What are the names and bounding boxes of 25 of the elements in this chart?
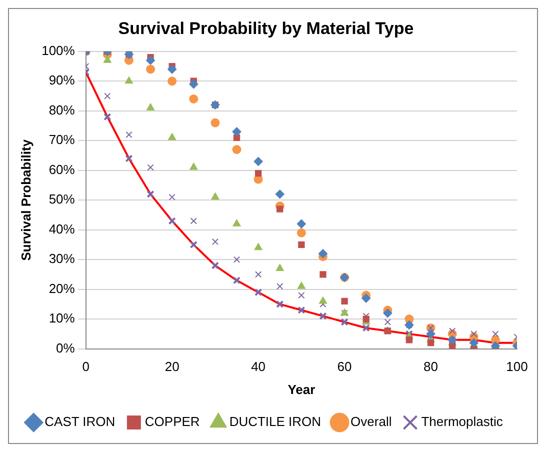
- legend-label: CAST IRON: [44, 414, 116, 430]
- y-tick-label: 0%: [56, 340, 76, 356]
- legend-label: COPPER: [144, 414, 200, 430]
- legend-label: DUCTILE IRON: [229, 414, 322, 430]
- x-tick-label: 20: [164, 359, 180, 374]
- y-tick-label: 30%: [48, 251, 76, 266]
- x-tick-label: 60: [337, 359, 352, 374]
- y-tick-label: 90%: [48, 72, 76, 88]
- x-tick-label: 100: [506, 359, 528, 374]
- x-tick-label: 0: [82, 359, 90, 374]
- y-tick-label: 50%: [48, 192, 76, 207]
- y-tick-label: 100%: [42, 42, 76, 58]
- y-tick-label: 10%: [48, 310, 76, 326]
- y-tick-label: 60%: [48, 162, 76, 177]
- x-tick-label: 80: [424, 359, 438, 374]
- x-tick-label: 40: [251, 359, 266, 374]
- chart-title: Survival Probability by Material Type: [118, 18, 414, 38]
- y-axis-title: Survival Probability: [18, 138, 34, 261]
- y-tick-label: 20%: [48, 280, 76, 296]
- x-axis-title: Year: [288, 382, 316, 397]
- y-tick-label: 40%: [48, 221, 76, 236]
- y-tick-label: 70%: [48, 132, 76, 148]
- y-tick-label: 80%: [48, 102, 76, 118]
- legend-label: Thermoplastic: [421, 414, 504, 430]
- legend-label: Overall: [350, 414, 392, 430]
